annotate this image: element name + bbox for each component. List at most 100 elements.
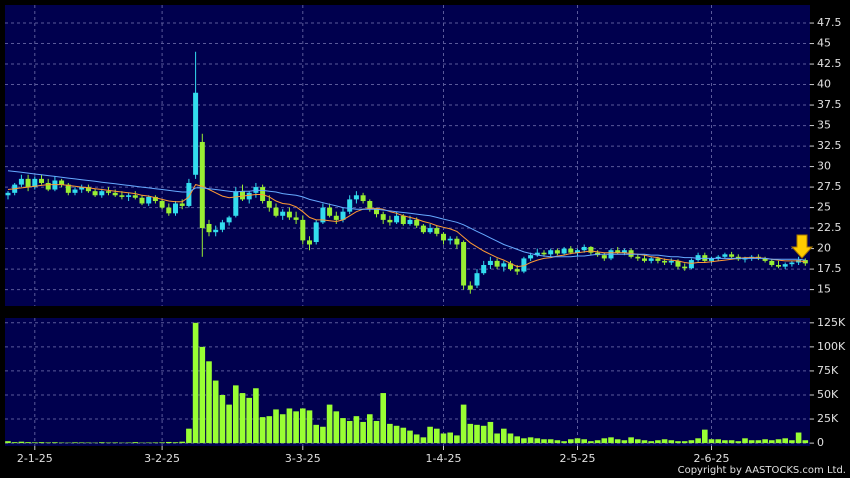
volume-bar: [293, 411, 299, 444]
candle-body: [461, 242, 467, 286]
candle-body: [273, 207, 279, 216]
y-tick-label: 75K: [817, 364, 839, 377]
candle-body: [320, 207, 326, 223]
volume-bar: [769, 440, 775, 444]
candle-body: [729, 254, 735, 257]
candle-body: [776, 264, 781, 267]
volume-bar: [11, 442, 18, 444]
candle-body: [199, 141, 205, 229]
volume-bar: [253, 388, 259, 444]
volume-bar: [18, 441, 25, 444]
y-tick-label: 37.5: [817, 98, 842, 111]
candle-body: [293, 217, 299, 220]
candle-body: [662, 260, 668, 263]
volume-bar: [675, 441, 681, 444]
volume-bar: [320, 426, 326, 444]
volume-bar: [467, 423, 474, 444]
volume-bar: [661, 439, 668, 444]
volume-bar: [614, 439, 621, 444]
candle-body: [219, 222, 225, 230]
volume-bar: [681, 441, 688, 444]
volume-bar: [514, 436, 520, 444]
volume-bar: [460, 404, 467, 444]
candle-body: [213, 229, 219, 233]
candle-body: [434, 228, 440, 234]
volume-bar: [52, 442, 58, 444]
candle-body: [534, 252, 540, 256]
volume-bar: [695, 438, 701, 444]
candle-body: [575, 250, 580, 253]
volume-bar: [387, 423, 393, 444]
volume-bar: [487, 421, 494, 444]
candle-body: [92, 191, 98, 196]
volume-bar: [206, 361, 212, 444]
volume-bar: [246, 397, 252, 444]
volume-bar: [152, 442, 159, 444]
volume-bar: [407, 430, 413, 444]
volume-bar: [72, 442, 78, 444]
volume-bar: [748, 440, 755, 444]
volume-bar: [367, 414, 373, 444]
candle-body: [709, 258, 714, 261]
y-tick-label: 42.5: [817, 57, 842, 70]
y-tick-label: 20: [817, 242, 831, 255]
candle-body: [508, 263, 513, 270]
volume-bar: [132, 442, 139, 444]
candle-body: [588, 246, 594, 253]
volume-bar: [775, 439, 782, 444]
y-tick-label: 47.5: [817, 16, 842, 29]
candle-body: [655, 258, 661, 261]
y-tick-label: 50K: [817, 388, 839, 401]
candle-body: [501, 263, 507, 267]
y-tick-label: 100K: [817, 340, 846, 353]
volume-bar: [300, 408, 306, 444]
candle-body: [454, 238, 460, 245]
volume-bar: [32, 442, 38, 444]
x-tick-label: 2-6-25: [694, 452, 730, 465]
candle-body: [173, 203, 178, 214]
volume-bar: [561, 441, 567, 444]
candle-body: [635, 256, 641, 259]
layers: 15 17.5 20 22.5 25 27.5 30 32.5 35 37.5 40 42.5 45 47…: [5, 5, 846, 465]
candle-body: [541, 252, 547, 255]
candle-body: [347, 199, 353, 212]
candle-body: [59, 180, 65, 185]
candle-body: [246, 192, 252, 200]
volume-bar: [702, 429, 708, 444]
volume-bar: [782, 438, 788, 444]
volume-bar: [635, 439, 641, 444]
candle-body: [769, 260, 775, 265]
volume-bar: [588, 441, 594, 444]
volume-bar: [340, 418, 346, 444]
candle-body: [85, 187, 91, 192]
volume-bar: [58, 442, 65, 444]
volume-bar: [38, 442, 45, 444]
candle-body: [99, 191, 105, 196]
volume-bar: [735, 441, 742, 444]
volume-bar: [226, 404, 232, 444]
volume-bar: [219, 394, 226, 444]
volume-bar: [554, 440, 561, 444]
candle-body: [441, 233, 446, 241]
volume-bar: [621, 440, 628, 444]
volume-bar: [353, 416, 360, 444]
candle-body: [601, 255, 607, 259]
volume-bar: [78, 442, 85, 444]
candle-body: [327, 207, 333, 216]
candle-body: [642, 258, 647, 261]
volume-bar: [427, 426, 433, 444]
candle-body: [45, 182, 51, 190]
x-tick-label: 1-4-25: [426, 452, 462, 465]
candle-body: [166, 207, 172, 214]
volume-bar: [594, 440, 601, 444]
candle-body: [39, 178, 44, 183]
candle-body: [742, 258, 748, 260]
volume-bar: [186, 428, 192, 444]
volume-bar: [85, 442, 92, 444]
volume-bar: [688, 440, 695, 444]
candle-body: [481, 264, 487, 274]
candle-body: [420, 225, 426, 233]
volume-bar: [802, 440, 809, 444]
candle-body: [313, 222, 319, 243]
volume-bar: [179, 441, 185, 444]
